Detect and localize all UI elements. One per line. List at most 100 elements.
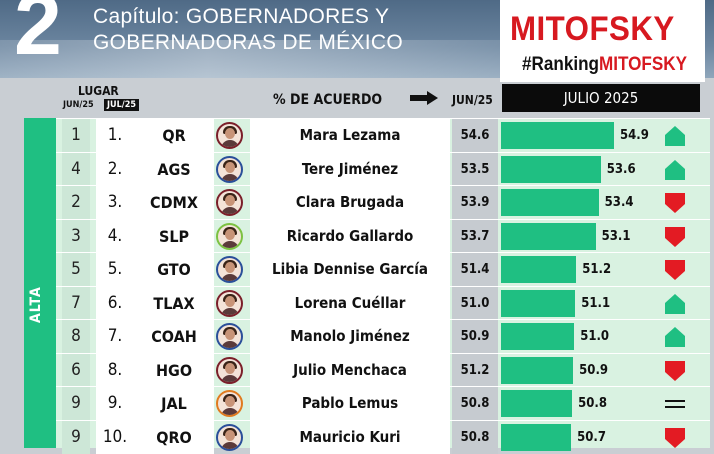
july-approval-bar <box>501 390 572 417</box>
woman-avatar <box>216 256 243 283</box>
governor-name: Tere Jiménez <box>250 153 450 186</box>
trend-down-icon <box>664 192 686 214</box>
governor-name: Clara Brugada <box>250 186 450 219</box>
current-rank: 5. <box>96 253 134 286</box>
trend-down-icon <box>664 427 686 449</box>
jul-value: 51.2 <box>582 253 630 286</box>
man-avatar <box>216 223 243 250</box>
state-code: TLAX <box>134 287 214 320</box>
current-rank-label: 2. <box>96 153 134 186</box>
table-row: 7 6. TLAX Lorena Cuéllar 51.0 51.1 <box>56 286 710 321</box>
state-code: JAL <box>134 387 214 420</box>
group-label: ALTA <box>28 291 44 323</box>
jul-value: 50.8 <box>578 387 626 420</box>
trend-up-icon <box>664 293 686 315</box>
jun-value: 50.8 <box>452 387 498 420</box>
table-row: 9 10. QRO Mauricio Kuri 50.8 50.7 <box>56 420 710 454</box>
jun-value: 54.6 <box>452 119 498 152</box>
group-band <box>24 118 56 448</box>
jul-value: 50.9 <box>579 354 627 387</box>
table-row: 5 5. GTO Libia Dennise García 51.4 51.2 <box>56 252 710 287</box>
july-approval-bar <box>501 323 574 350</box>
july-approval-bar <box>501 424 571 451</box>
table-row: 4 2. AGS Tere Jiménez 53.5 53.6 <box>56 152 710 187</box>
july-approval-bar <box>501 290 575 317</box>
man-avatar <box>216 357 243 384</box>
logo-wordmark: MITOFSKY <box>510 10 675 49</box>
governor-name: Lorena Cuéllar <box>250 287 450 320</box>
current-rank-label: 9. <box>96 387 134 420</box>
woman-avatar <box>216 189 243 216</box>
mitofsky-logo: MITOFSKY #RankingMITOFSKY <box>500 0 705 82</box>
jun-value: 51.4 <box>452 253 498 286</box>
governor-name: Julio Menchaca <box>250 354 450 387</box>
previous-rank: 6 <box>62 354 90 387</box>
state-code: SLP <box>134 220 214 253</box>
jun-value: 50.9 <box>452 320 498 353</box>
current-rank-label: 10. <box>96 421 134 454</box>
july-approval-bar <box>501 156 601 183</box>
chapter-title-line1: Capítulo: GOBERNADORES Y <box>93 4 403 30</box>
jun-value: 51.0 <box>452 287 498 320</box>
woman-avatar <box>216 122 243 149</box>
jul-rank-header: JUL/25 <box>104 99 139 111</box>
woman-avatar <box>216 290 243 317</box>
arrow-right-icon <box>410 91 438 105</box>
current-rank-label: 7. <box>96 320 134 353</box>
governor-name: Mara Lezama <box>250 119 450 152</box>
jul-value: 51.0 <box>580 320 628 353</box>
table-row: 1 1. QR Mara Lezama 54.6 54.9 <box>56 118 710 153</box>
table-row: 2 3. CDMX Clara Brugada 53.9 53.4 <box>56 185 710 220</box>
trend-equal-icon <box>664 393 686 415</box>
current-rank: 3. <box>96 186 134 219</box>
julio-header: JULIO 2025 <box>502 84 700 112</box>
current-rank-label: 6. <box>96 287 134 320</box>
state-code: QRO <box>134 421 214 454</box>
ranking-hashtag: #RankingMITOFSKY <box>522 54 687 76</box>
woman-avatar <box>216 156 243 183</box>
previous-rank: 9 <box>62 387 90 420</box>
jun-value: 53.7 <box>452 220 498 253</box>
chapter-title-line2: GOBERNADORAS DE MÉXICO <box>93 30 403 56</box>
previous-rank: 8 <box>62 320 90 353</box>
trend-down-icon <box>664 259 686 281</box>
lugar-header: LUGAR <box>78 84 119 98</box>
jun-value: 50.8 <box>452 421 498 454</box>
july-approval-bar <box>501 189 599 216</box>
state-code: QR <box>134 119 214 152</box>
state-code: COAH <box>134 320 214 353</box>
previous-rank: 3 <box>62 220 90 253</box>
man-avatar <box>216 323 243 350</box>
current-rank: 7. <box>96 320 134 353</box>
man-avatar <box>216 390 243 417</box>
current-rank-label: 4. <box>96 220 134 253</box>
july-approval-bar <box>501 357 573 384</box>
previous-rank: 9 <box>62 421 90 454</box>
table-row: 3 4. SLP Ricardo Gallardo 53.7 53.1 <box>56 219 710 254</box>
previous-rank: 4 <box>62 153 90 186</box>
trend-up-icon <box>664 125 686 147</box>
state-code: GTO <box>134 253 214 286</box>
trend-up-icon <box>664 159 686 181</box>
state-code: AGS <box>134 153 214 186</box>
previous-rank: 1 <box>62 119 90 152</box>
table-row: 8 7. COAH Manolo Jiménez 50.9 51.0 <box>56 319 710 354</box>
current-rank-label: 5. <box>96 253 134 286</box>
jun-value-header: JUN/25 <box>452 93 493 107</box>
table-row: 6 8. HGO Julio Menchaca 51.2 50.9 <box>56 353 710 388</box>
trend-down-icon <box>664 226 686 248</box>
column-header-row: LUGAR JUN/25 JUL/25 % DE ACUERDO JUN/25 … <box>0 82 714 118</box>
current-rank-label: 3. <box>96 186 134 219</box>
state-code: HGO <box>134 354 214 387</box>
jun-value: 53.5 <box>452 153 498 186</box>
governor-name: Libia Dennise García <box>250 253 450 286</box>
agreement-header: % DE ACUERDO <box>273 92 382 108</box>
jun-rank-header: JUN/25 <box>63 100 94 110</box>
jul-value: 53.6 <box>607 153 655 186</box>
previous-rank: 5 <box>62 253 90 286</box>
july-approval-bar <box>501 122 614 149</box>
governor-name: Pablo Lemus <box>250 387 450 420</box>
jul-value: 54.9 <box>620 119 668 152</box>
jul-value: 50.7 <box>577 421 625 454</box>
current-rank-label: 8. <box>96 354 134 387</box>
